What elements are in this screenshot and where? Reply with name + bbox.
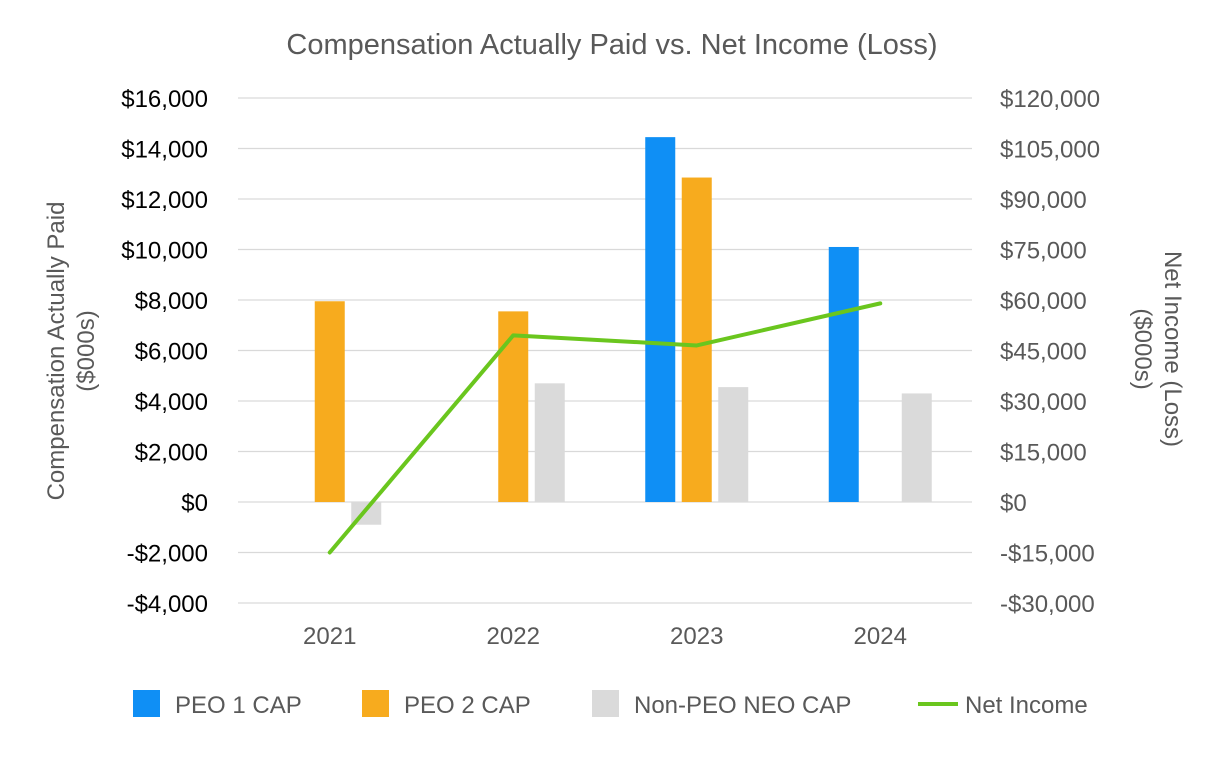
- legend-label: PEO 2 CAP: [404, 692, 531, 719]
- y-tick-label-right: $30,000: [1000, 389, 1087, 416]
- y-tick-label-left: $2,000: [135, 440, 208, 467]
- y-axis-title-left: Compensation Actually Paid ($000s): [43, 202, 100, 501]
- legend: PEO 1 CAP PEO 2 CAP Non-PEO NEO CAP Net Inc…: [133, 690, 1088, 719]
- legend-item-net-income: Net Income: [918, 692, 1088, 719]
- legend-label: PEO 1 CAP: [175, 692, 302, 719]
- legend-label: Non-PEO NEO CAP: [634, 692, 851, 719]
- y-tick-label-left: $0: [181, 490, 208, 517]
- y-tick-label-left: -$4,000: [127, 591, 208, 618]
- y-tick-label-left: $10,000: [121, 238, 208, 265]
- y-tick-label-right: -$30,000: [1000, 591, 1095, 618]
- line-layer: [327, 301, 883, 555]
- line-net-income: [327, 301, 883, 555]
- y-axis-left: $16,000 $14,000 $12,000 $10,000 $8,000 $6,000…: [121, 86, 208, 618]
- bar-peo-1-cap-2024: [828, 246, 859, 502]
- y-tick-label-right: $15,000: [1000, 440, 1087, 467]
- y-tick-label-left: $8,000: [135, 288, 208, 315]
- bar-non-peo-neo-cap-2024: [901, 393, 932, 502]
- bars-layer: [314, 137, 932, 525]
- legend-item-peo-1-cap: PEO 1 CAP: [133, 690, 302, 719]
- y-tick-label-left: $4,000: [135, 389, 208, 416]
- x-tick-label: 2021: [303, 623, 356, 650]
- legend-label: Net Income: [965, 692, 1088, 719]
- bar-non-peo-neo-cap-2022: [534, 383, 565, 502]
- bar-peo-1-cap-2023: [645, 137, 676, 502]
- y-axis-title-right: Net Income (Loss)($000s): [1129, 251, 1186, 447]
- y-tick-label-right: $45,000: [1000, 339, 1087, 366]
- y-tick-label-left: $14,000: [121, 137, 208, 164]
- y-tick-label-right: $90,000: [1000, 187, 1087, 214]
- legend-item-non-peo-neo-cap: Non-PEO NEO CAP: [592, 690, 851, 719]
- bar-peo-2-cap-2022: [498, 311, 529, 502]
- y-tick-label-left: $12,000: [121, 187, 208, 214]
- y-tick-label-left: -$2,000: [127, 541, 208, 568]
- bar-non-peo-neo-cap-2023: [718, 387, 749, 502]
- x-tick-label: 2024: [854, 623, 907, 650]
- y-tick-label-right: $120,000: [1000, 86, 1100, 113]
- y-axis-title-left-text: Compensation Actually Paid ($000s): [43, 202, 100, 501]
- bar-peo-2-cap-2021: [314, 301, 345, 502]
- x-tick-label: 2022: [487, 623, 540, 650]
- legend-swatch: [133, 690, 160, 717]
- y-tick-label-right: $105,000: [1000, 137, 1100, 164]
- y-tick-label-right: $0: [1000, 490, 1027, 517]
- legend-swatch: [592, 690, 619, 717]
- y-tick-label-left: $6,000: [135, 339, 208, 366]
- y-tick-label-right: $60,000: [1000, 288, 1087, 315]
- x-axis: 2021 2022 2023 2024: [303, 623, 907, 650]
- chart-title: Compensation Actually Paid vs. Net Incom…: [286, 29, 937, 61]
- y-axis-right: $120,000 $105,000 $90,000 $75,000 $60,000 $45…: [1000, 86, 1100, 618]
- legend-item-peo-2-cap: PEO 2 CAP: [362, 690, 531, 719]
- y-tick-label-right: $75,000: [1000, 238, 1087, 265]
- legend-swatch: [362, 690, 389, 717]
- grid-layer: [238, 97, 972, 604]
- y-axis-title-right-text: Net Income (Loss)($000s): [1129, 251, 1186, 447]
- y-tick-label-left: $16,000: [121, 86, 208, 113]
- bar-peo-2-cap-2023: [681, 177, 712, 502]
- y-tick-label-right: -$15,000: [1000, 541, 1095, 568]
- x-tick-label: 2023: [670, 623, 723, 650]
